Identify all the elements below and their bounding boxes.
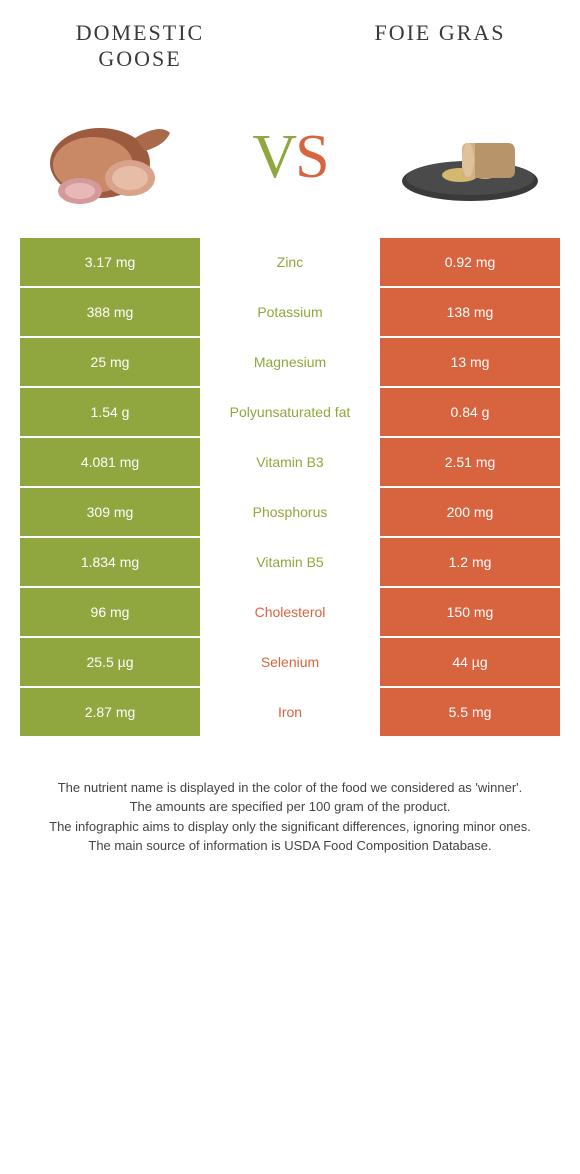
right-value: 0.84 g (380, 388, 560, 436)
nutrient-name: Phosphorus (200, 488, 380, 536)
foie-gras-icon (390, 103, 550, 213)
nutrient-name: Iron (200, 688, 380, 736)
left-value: 1.54 g (20, 388, 200, 436)
left-value: 388 mg (20, 288, 200, 336)
vs-v: V (252, 123, 295, 191)
right-value: 0.92 mg (380, 238, 560, 286)
nutrient-name: Potassium (200, 288, 380, 336)
table-row: 4.081 mg Vitamin B3 2.51 mg (20, 438, 560, 486)
table-row: 25.5 µg Selenium 44 µg (20, 638, 560, 686)
table-row: 96 mg Cholesterol 150 mg (20, 588, 560, 636)
table-row: 309 mg Phosphorus 200 mg (20, 488, 560, 536)
left-value: 96 mg (20, 588, 200, 636)
table-row: 3.17 mg Zinc 0.92 mg (20, 238, 560, 286)
nutrient-name: Vitamin B3 (200, 438, 380, 486)
right-value: 150 mg (380, 588, 560, 636)
left-value: 25 mg (20, 338, 200, 386)
nutrient-name: Magnesium (200, 338, 380, 386)
header: DOMESTIC GOOSE FOIE GRAS (0, 0, 580, 73)
nutrient-name: Polyunsaturated fat (200, 388, 380, 436)
left-value: 2.87 mg (20, 688, 200, 736)
table-row: 25 mg Magnesium 13 mg (20, 338, 560, 386)
table-row: 1.54 g Polyunsaturated fat 0.84 g (20, 388, 560, 436)
footer-line-4: The main source of information is USDA F… (25, 836, 555, 856)
table-row: 1.834 mg Vitamin B5 1.2 mg (20, 538, 560, 586)
left-food-title: DOMESTIC GOOSE (40, 20, 240, 73)
table-row: 2.87 mg Iron 5.5 mg (20, 688, 560, 736)
right-value: 44 µg (380, 638, 560, 686)
left-value: 25.5 µg (20, 638, 200, 686)
left-value: 4.081 mg (20, 438, 200, 486)
table-row: 388 mg Potassium 138 mg (20, 288, 560, 336)
nutrient-name: Selenium (200, 638, 380, 686)
footer-notes: The nutrient name is displayed in the co… (0, 738, 580, 856)
vs-label: VS (252, 122, 327, 193)
vs-s: S (295, 123, 327, 191)
footer-line-3: The infographic aims to display only the… (25, 817, 555, 837)
right-food-image (390, 103, 550, 213)
right-value: 200 mg (380, 488, 560, 536)
right-value: 5.5 mg (380, 688, 560, 736)
right-food-title: FOIE GRAS (340, 20, 540, 73)
right-value: 13 mg (380, 338, 560, 386)
goose-meat-icon (30, 103, 190, 213)
left-value: 3.17 mg (20, 238, 200, 286)
nutrient-name: Zinc (200, 238, 380, 286)
nutrient-name: Vitamin B5 (200, 538, 380, 586)
nutrient-name: Cholesterol (200, 588, 380, 636)
left-food-image (30, 103, 190, 213)
images-row: VS (0, 73, 580, 238)
nutrient-table: 3.17 mg Zinc 0.92 mg 388 mg Potassium 13… (0, 238, 580, 736)
footer-line-1: The nutrient name is displayed in the co… (25, 778, 555, 798)
left-value: 309 mg (20, 488, 200, 536)
right-value: 138 mg (380, 288, 560, 336)
footer-line-2: The amounts are specified per 100 gram o… (25, 797, 555, 817)
left-value: 1.834 mg (20, 538, 200, 586)
right-value: 1.2 mg (380, 538, 560, 586)
right-value: 2.51 mg (380, 438, 560, 486)
